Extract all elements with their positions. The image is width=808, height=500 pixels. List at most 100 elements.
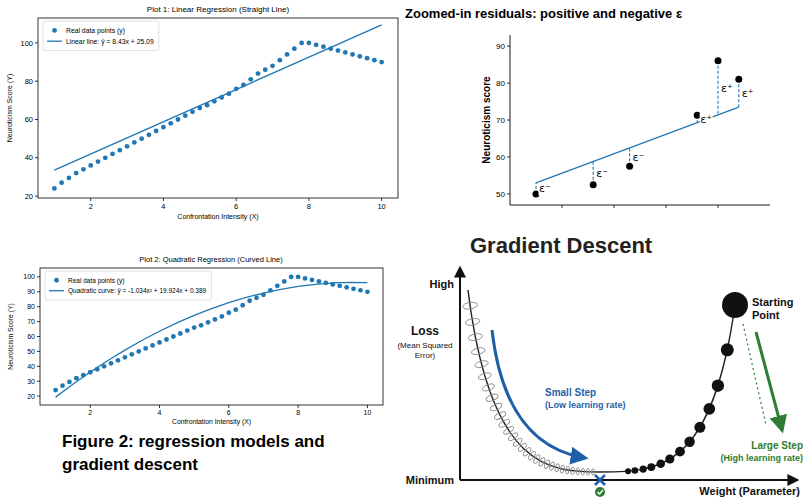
data-point: [171, 334, 176, 339]
small-step-coil: [570, 467, 574, 475]
y-tick: [37, 276, 40, 277]
large-step-dot: [640, 465, 647, 472]
data-point: [150, 343, 155, 348]
large-step-dot: [647, 463, 655, 471]
data-point: [139, 136, 144, 141]
axis-title: Loss: [411, 324, 439, 338]
data-point: [116, 358, 121, 363]
data-point: [299, 40, 304, 45]
data-point: [52, 186, 57, 191]
large-step-dot: [703, 403, 715, 415]
data-point: [74, 171, 79, 176]
residual-label: ε⁻: [596, 167, 608, 180]
small-step-coil: [592, 469, 595, 475]
x-tick: [614, 205, 615, 208]
data-point: [233, 307, 238, 312]
data-point: [164, 337, 169, 342]
x-tick-label: 2: [88, 409, 92, 416]
legend-symbol: [52, 28, 57, 33]
text-line: Figure 2: regression models and: [62, 432, 325, 451]
x-tick: [159, 405, 160, 408]
small-step-coil: [493, 410, 506, 420]
data-point: [110, 152, 115, 157]
y-tick: [35, 196, 38, 197]
small-step-coil: [489, 402, 503, 412]
y-tick: [37, 366, 40, 367]
data-point: [296, 275, 301, 280]
x-axis-arrow: [460, 479, 797, 481]
x-tick-label: 6: [234, 202, 238, 211]
data-point: [270, 63, 275, 68]
large-step-dot: [675, 447, 685, 457]
chart-panel: Plot 1: Linear Regression (Straight Line…: [6, 5, 398, 221]
x-tick: [90, 405, 91, 408]
data-point: [379, 60, 384, 65]
data-point: [282, 279, 287, 284]
small-step-coil: [527, 450, 536, 461]
data-point: [321, 44, 326, 49]
y-tick: [507, 120, 510, 121]
y-tick-label: 20: [27, 393, 35, 400]
text-line: Point: [752, 309, 780, 321]
data-point: [254, 295, 259, 300]
y-tick-label: 100: [23, 273, 35, 280]
y-tick-label: 70: [27, 318, 35, 325]
x-tick-label: 10: [377, 202, 385, 211]
data-point: [192, 325, 197, 330]
y-axis-arrow: [459, 268, 461, 480]
y-axis-title: Neuroticism Score (Y): [6, 74, 14, 142]
large-step-dot: [656, 459, 665, 468]
minimum-check-mark: [598, 490, 604, 494]
label-patch: [632, 151, 645, 164]
y-tick: [507, 46, 510, 47]
plot-frame: [40, 268, 383, 405]
x-tick: [562, 205, 563, 208]
large-step-arrow: [756, 332, 782, 430]
axis-subtitle: (Mean SquaredError): [397, 341, 452, 360]
y-tick-label: 90: [496, 42, 505, 51]
legend-label: Real data points (y): [68, 277, 124, 285]
data-point: [247, 298, 252, 303]
chart-title: Plot 2: Quadratic Regression (Curved Lin…: [139, 255, 283, 264]
y-tick-label: 80: [27, 303, 35, 310]
x-tick-label: 2: [89, 202, 93, 211]
figure: Plot 1: Linear Regression (Straight Line…: [0, 0, 808, 500]
y-tick: [35, 157, 38, 158]
large-step-dot: [625, 468, 631, 474]
y-tick: [507, 193, 510, 194]
y-axis-title: Neuroticism score: [481, 76, 492, 164]
y-tick: [37, 291, 40, 292]
data-point: [176, 117, 181, 122]
large-step-dotted: [743, 324, 766, 425]
data-point: [337, 283, 342, 288]
data-point: [67, 175, 72, 180]
data-point: [185, 328, 190, 333]
y-tick: [37, 381, 40, 382]
y-tick: [507, 156, 510, 157]
data-point: [53, 388, 58, 393]
data-point: [213, 317, 218, 322]
data-point: [248, 77, 253, 82]
data-point: [154, 129, 159, 134]
small-step-coil: [576, 468, 580, 476]
data-point: [307, 40, 312, 45]
y-tick: [37, 306, 40, 307]
y-tick: [37, 396, 40, 397]
data-point: [226, 310, 231, 315]
legend: Real data points (y)Linear line: ŷ = 8.4…: [43, 21, 159, 51]
data-point: [109, 361, 114, 366]
data-point: [350, 52, 355, 57]
data-point: [351, 286, 356, 291]
large-step-label: Large Step: [751, 440, 803, 451]
x-tick-label: 8: [296, 409, 300, 416]
data-point: [117, 148, 122, 153]
mark-labels: ε⁻ε⁻ε⁻ε⁺ε⁺ε⁺: [539, 82, 755, 196]
large-step-dot: [694, 422, 705, 433]
data-point: [219, 314, 224, 319]
data-point: [129, 352, 134, 357]
data-point: [285, 52, 290, 57]
y-tick-label: 90: [27, 288, 35, 295]
text-line: Error): [415, 351, 436, 360]
chart-panel: Zoomed-in residuals: positive and negati…: [405, 6, 770, 208]
marks: [533, 57, 743, 197]
